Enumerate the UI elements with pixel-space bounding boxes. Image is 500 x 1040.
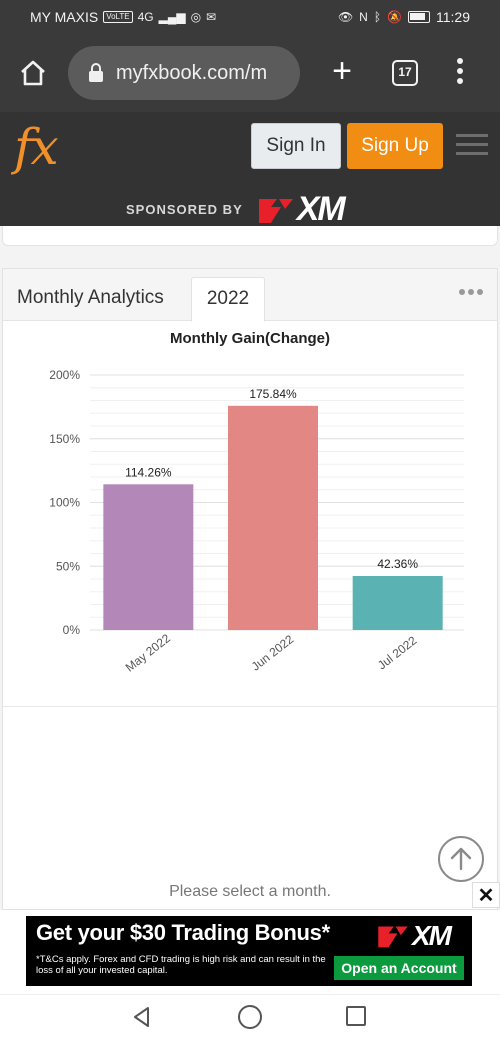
bar <box>103 484 194 630</box>
select-month-message: Please select a month. <box>169 883 331 900</box>
arrow-up-icon <box>450 847 472 871</box>
tab-2022[interactable]: 2022 <box>191 277 265 322</box>
signal-icon: ▂▄▆ <box>158 10 186 24</box>
x-tick-label: May 2022 <box>123 631 173 675</box>
home-icon[interactable] <box>18 58 48 88</box>
panel-options-icon[interactable] <box>459 289 483 295</box>
recent-apps-icon[interactable] <box>346 1006 366 1026</box>
open-account-button[interactable]: Open an Account <box>334 956 464 980</box>
sign-up-button[interactable]: Sign Up <box>347 123 443 169</box>
carrier-name: MY MAXIS <box>30 9 99 25</box>
ad-xm-emblem-icon <box>378 926 408 948</box>
site-logo[interactable]: fx <box>14 118 59 176</box>
browser-menu-icon[interactable] <box>452 58 468 90</box>
y-tick-label: 100% <box>49 496 80 510</box>
sign-in-button[interactable]: Sign In <box>251 123 341 169</box>
y-tick-label: 50% <box>56 559 80 573</box>
volte-badge: VoLTE <box>103 11 133 23</box>
system-nav-bar <box>0 994 500 1040</box>
x-tick-label: Jul 2022 <box>375 633 420 672</box>
nfc-icon: N <box>359 10 368 24</box>
status-time: 11:29 <box>436 9 470 25</box>
bar-data-label: 42.36% <box>377 557 418 571</box>
browser-toolbar: myfxbook.com/m + 17 <box>0 36 500 112</box>
y-tick-label: 0% <box>63 623 81 637</box>
xm-brand-text: XM <box>296 190 346 228</box>
bar <box>228 405 318 630</box>
sponsored-label: SPONSORED BY <box>126 202 243 217</box>
ad-headline: Get your $30 Trading Bonus* <box>36 920 330 945</box>
bar-data-label: 114.26% <box>125 465 172 479</box>
status-bar: MY MAXIS VoLTE 4G ▂▄▆ ◎ ✉ 👁 N ᛒ 🔕 11:29 <box>0 0 500 36</box>
xm-emblem-icon <box>258 198 293 223</box>
bar <box>352 575 443 630</box>
home-circle-icon[interactable] <box>238 1005 262 1029</box>
ad-fine-print: *T&Cs apply. Forex and CFD trading is hi… <box>36 954 326 976</box>
tab-switcher-button[interactable]: 17 <box>392 60 418 86</box>
site-header: fx Sign In Sign Up SPONSORED BY XM <box>0 112 500 229</box>
ad-xm-logo: XM <box>376 920 452 952</box>
hamburger-menu-icon[interactable] <box>456 134 488 158</box>
y-tick-label: 200% <box>49 368 80 382</box>
panel-title: Monthly Analytics <box>17 287 164 308</box>
bar-data-label: 175.84% <box>249 387 297 401</box>
ad-close-button[interactable]: ✕ <box>472 882 500 908</box>
mail-icon: ✉ <box>206 10 217 24</box>
previous-card <box>2 226 498 246</box>
x-tick-label: Jun 2022 <box>249 632 297 674</box>
monthly-gain-chart: 0% 50% 100% 150% 200% 114.26% May 2022 175.84% J… <box>49 368 464 675</box>
lock-icon <box>89 63 103 82</box>
hotspot-icon: ◎ <box>190 10 202 24</box>
network-type: 4G <box>137 10 154 24</box>
ad-banner[interactable]: Get your $30 Trading Bonus* *T&Cs apply.… <box>26 916 472 986</box>
chart-divider <box>2 706 498 707</box>
new-tab-button[interactable]: + <box>332 52 352 90</box>
eye-icon: 👁 <box>337 10 354 24</box>
scroll-to-top-button[interactable] <box>438 836 484 882</box>
back-icon[interactable] <box>130 1005 154 1029</box>
bluetooth-icon: ᛒ <box>373 10 382 24</box>
y-tick-label: 150% <box>49 432 80 446</box>
panel-header: Monthly Analytics 2022 <box>3 269 497 322</box>
address-bar[interactable]: myfxbook.com/m <box>68 46 300 100</box>
ad-brand-text: XM <box>412 920 452 951</box>
battery-icon <box>408 11 430 23</box>
mute-icon: 🔕 <box>387 10 402 24</box>
xm-logo: XM <box>257 190 346 229</box>
chart-title: Monthly Gain(Change) <box>170 330 330 347</box>
sponsor-strip[interactable]: SPONSORED BY XM <box>126 190 346 229</box>
url-text: myfxbook.com/m <box>116 61 268 84</box>
